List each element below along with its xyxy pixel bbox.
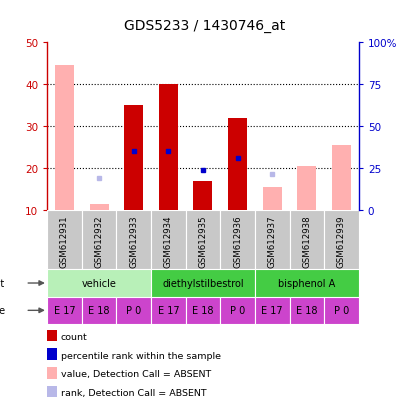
Text: GSM612935: GSM612935 [198, 215, 207, 268]
Text: GSM612932: GSM612932 [94, 215, 103, 268]
Text: agent: agent [0, 278, 5, 288]
Text: GSM612937: GSM612937 [267, 215, 276, 268]
Text: percentile rank within the sample: percentile rank within the sample [61, 351, 220, 360]
Bar [47, 210, 81, 270]
Bar [151, 210, 185, 270]
Text: count: count [61, 332, 87, 341]
Bar [254, 270, 358, 297]
Bar [193, 181, 212, 210]
Bar [158, 85, 178, 210]
Bar [185, 297, 220, 324]
Text: GSM612939: GSM612939 [336, 215, 345, 268]
Text: bisphenol A: bisphenol A [278, 278, 335, 288]
Bar [151, 270, 254, 297]
Text: age: age [0, 306, 5, 316]
Bar [185, 210, 220, 270]
Bar [81, 297, 116, 324]
Text: E 17: E 17 [261, 306, 282, 316]
Bar [254, 210, 289, 270]
Text: vehicle: vehicle [81, 278, 116, 288]
Text: E 18: E 18 [88, 306, 110, 316]
Text: E 18: E 18 [192, 306, 213, 316]
Text: diethylstilbestrol: diethylstilbestrol [162, 278, 243, 288]
Bar [116, 297, 151, 324]
Text: GDS5233 / 1430746_at: GDS5233 / 1430746_at [124, 19, 285, 33]
Text: P 0: P 0 [126, 306, 141, 316]
Bar [55, 66, 74, 210]
Bar [227, 119, 247, 210]
Text: P 0: P 0 [229, 306, 245, 316]
Bar [324, 210, 358, 270]
Bar [220, 210, 254, 270]
Text: GSM612931: GSM612931 [60, 215, 69, 268]
Bar [89, 204, 108, 210]
Bar [116, 210, 151, 270]
Bar [297, 166, 316, 210]
Text: GSM612936: GSM612936 [232, 215, 241, 268]
Text: E 17: E 17 [157, 306, 179, 316]
Bar [324, 297, 358, 324]
Bar [254, 297, 289, 324]
Text: rank, Detection Call = ABSENT: rank, Detection Call = ABSENT [61, 388, 206, 397]
Text: GSM612934: GSM612934 [164, 215, 173, 268]
Text: GSM612938: GSM612938 [301, 215, 310, 268]
Text: P 0: P 0 [333, 306, 348, 316]
Bar [81, 210, 116, 270]
Bar [124, 106, 143, 210]
Bar [331, 146, 350, 210]
Bar [151, 297, 185, 324]
Text: GSM612933: GSM612933 [129, 215, 138, 268]
Text: E 18: E 18 [295, 306, 317, 316]
Text: value, Detection Call = ABSENT: value, Detection Call = ABSENT [61, 369, 210, 378]
Bar [47, 270, 151, 297]
Bar [262, 188, 281, 210]
Bar [220, 297, 254, 324]
Bar [289, 297, 324, 324]
Text: E 17: E 17 [54, 306, 75, 316]
Bar [47, 297, 81, 324]
Bar [289, 210, 324, 270]
